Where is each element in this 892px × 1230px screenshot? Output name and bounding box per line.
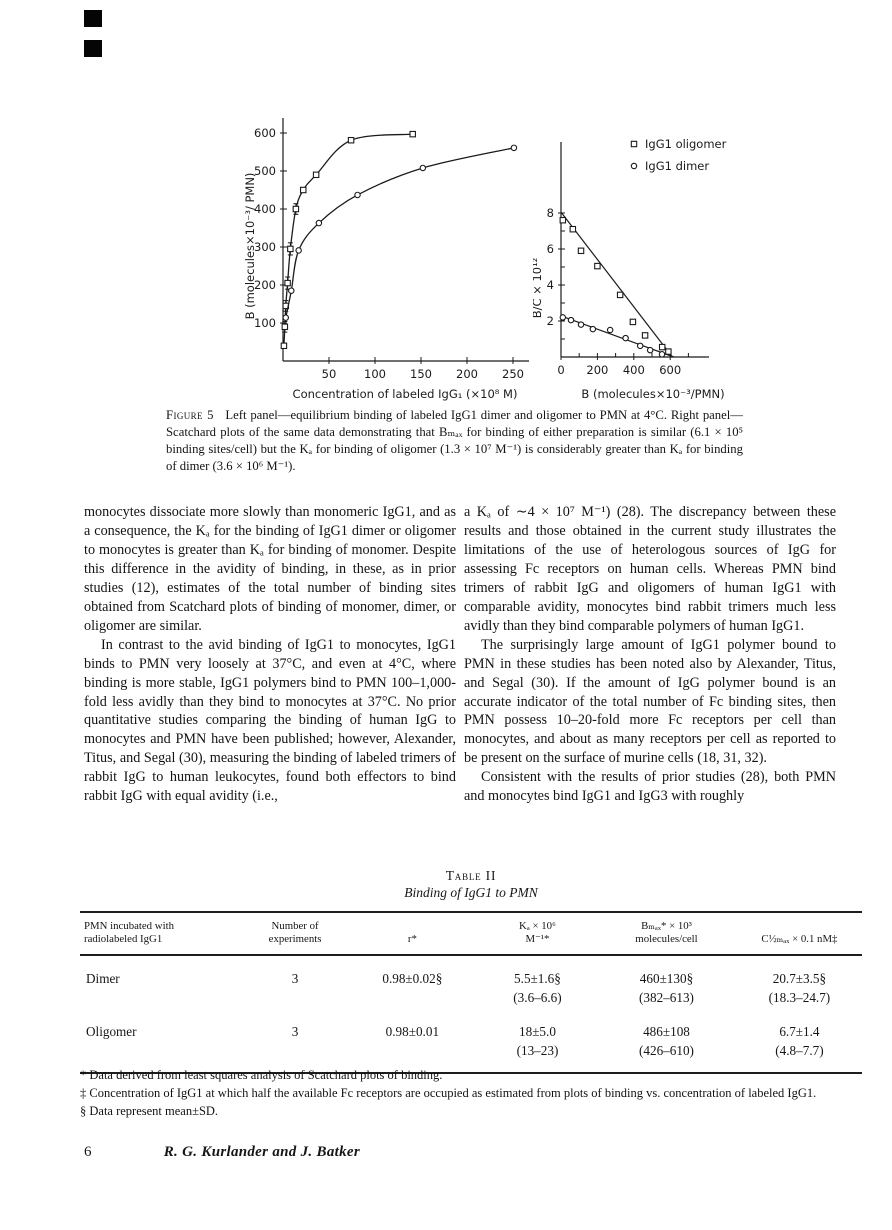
- table-cell: Oligomer: [86, 1024, 137, 1039]
- table-cell: Dimer: [86, 971, 120, 986]
- svg-text:200: 200: [456, 367, 478, 381]
- svg-text:100: 100: [364, 367, 386, 381]
- table-cell: 5.5±1.6§ (3.6–6.6): [513, 971, 562, 1005]
- svg-text:B (molecules×10⁻³/ PMN): B (molecules×10⁻³/ PMN): [243, 173, 257, 320]
- table-cell: 3: [291, 971, 299, 986]
- paragraph: The surprisingly large amount of IgG1 po…: [464, 636, 836, 767]
- table-footnotes: * Data derived from least squares analys…: [80, 1066, 866, 1120]
- footnote: * Data derived from least squares analys…: [80, 1068, 443, 1082]
- scan-registration-mark: [84, 10, 102, 27]
- figure-caption-label: Figure 5: [166, 408, 214, 422]
- page-number: 6: [84, 1144, 92, 1160]
- right-panel-chart: 0 200 400 600 2 4 6 8 B (molecules×10⁻³/PMN) B/C …: [533, 137, 727, 401]
- table-header-cell: Bₘₐₓ* × 10³ molecules/cell: [596, 912, 737, 956]
- table-section: Table II Binding of IgG1 to PMN PMN incu…: [80, 868, 862, 1074]
- svg-text:150: 150: [410, 367, 432, 381]
- table-cell: 20.7±3.5§ (18.3–24.7): [768, 971, 831, 1005]
- page-footer: 6 R. G. Kurlander and J. Batker: [84, 1144, 360, 1161]
- svg-text:100: 100: [254, 316, 276, 330]
- svg-text:0: 0: [557, 363, 564, 377]
- table-header-cell: PMN incubated with radiolabeled IgG1: [80, 912, 245, 956]
- table-cell: 486±108 (426–610): [639, 1024, 694, 1058]
- table-header: PMN incubated with radiolabeled IgG1 Numbe…: [80, 912, 862, 956]
- svg-text:IgG1 dimer: IgG1 dimer: [645, 159, 709, 173]
- table-cell: 0.98±0.02§: [382, 971, 443, 986]
- body-column-left: monocytes dissociate more slowly than mo…: [84, 503, 456, 806]
- svg-text:2: 2: [547, 314, 554, 328]
- svg-text:50: 50: [322, 367, 337, 381]
- table-cell: 0.98±0.01: [385, 1024, 440, 1039]
- footnote: ‡ Concentration of IgG1 at which half th…: [80, 1086, 817, 1100]
- scan-registration-mark: [84, 40, 102, 57]
- table-row: Dimer 3 0.98±0.02§ 5.5±1.6§ (3.6–6.6) 460±130…: [80, 955, 862, 1009]
- left-panel-chart: 50 100 150 200 250 100 200 300 400 500 600 Concentr…: [243, 118, 529, 401]
- svg-text:600: 600: [659, 363, 681, 377]
- svg-text:300: 300: [254, 240, 276, 254]
- svg-text:Concentration of labeled IgG₁: Concentration of labeled IgG₁ (×10⁸ M): [293, 387, 518, 401]
- table-row: Oligomer 3 0.98±0.01 18±5.0 (13–23) 486±108 (4…: [80, 1009, 862, 1073]
- table-cell: 6.7±1.4 (4.8–7.7): [775, 1024, 824, 1058]
- paragraph: monocytes dissociate more slowly than mo…: [84, 504, 456, 634]
- table-subtitle: Binding of IgG1 to PMN: [404, 885, 538, 900]
- running-title: R. G. Kurlander and J. Batker: [163, 1144, 360, 1160]
- svg-text:600: 600: [254, 126, 276, 140]
- svg-text:6: 6: [547, 242, 554, 256]
- svg-text:B/C × 10¹²: B/C × 10¹²: [533, 258, 544, 319]
- svg-text:8: 8: [547, 206, 554, 220]
- body-column-right: a Kₐ of ∼4 × 10⁷ M⁻¹) (28). The discrepa…: [464, 503, 836, 806]
- paragraph: a Kₐ of ∼4 × 10⁷ M⁻¹) (28). The discrepa…: [464, 504, 836, 634]
- svg-text:500: 500: [254, 164, 276, 178]
- data-table: PMN incubated with radiolabeled IgG1 Numbe…: [80, 911, 862, 1074]
- svg-text:B (molecules×10⁻³/PMN): B (molecules×10⁻³/PMN): [581, 387, 724, 401]
- svg-text:400: 400: [623, 363, 645, 377]
- table-header-cell: r*: [345, 912, 479, 956]
- paragraph: Consistent with the results of prior stu…: [464, 769, 836, 805]
- table-header-cell: Number of experiments: [244, 912, 346, 956]
- table-cell: 460±130§ (382–613): [639, 971, 694, 1005]
- table-cell: 3: [291, 1024, 299, 1039]
- svg-text:4: 4: [547, 278, 554, 292]
- svg-text:200: 200: [586, 363, 608, 377]
- footnote: § Data represent mean±SD.: [80, 1104, 219, 1118]
- table-header-cell: Kₐ × 10⁶ M⁻¹*: [478, 912, 597, 956]
- table-cell: 18±5.0 (13–23): [516, 1024, 559, 1058]
- svg-text:200: 200: [254, 278, 276, 292]
- svg-text:400: 400: [254, 202, 276, 216]
- table-title: Table II: [445, 868, 497, 883]
- figure-caption: Figure 5 Left panel—equilibrium binding …: [166, 407, 743, 475]
- table-body: Dimer 3 0.98±0.02§ 5.5±1.6§ (3.6–6.6) 460±130…: [80, 955, 862, 1073]
- figure-caption-text: Left panel—equilibrium binding of labele…: [166, 408, 743, 473]
- svg-text:IgG1 oligomer: IgG1 oligomer: [645, 137, 727, 151]
- paragraph: In contrast to the avid binding of IgG1 …: [84, 636, 456, 805]
- table-header-cell: C½ₘₐₓ × 0.1 nM‡: [736, 912, 862, 956]
- svg-text:250: 250: [502, 367, 524, 381]
